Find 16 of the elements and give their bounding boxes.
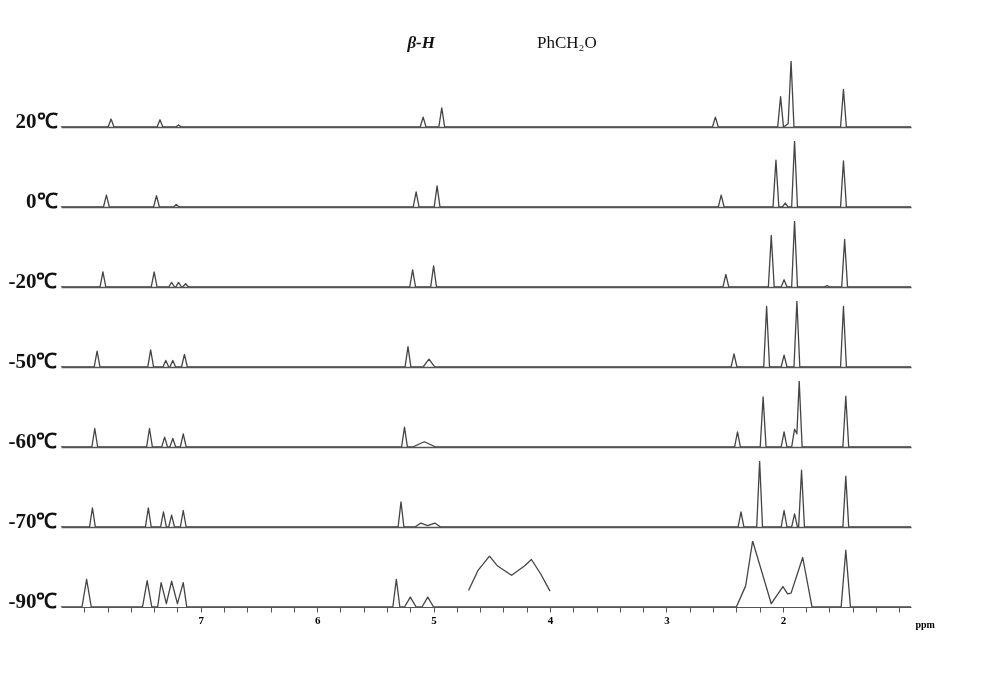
y-axis-title: -60℃: [8, 428, 58, 453]
y-axis-title: -50℃: [8, 348, 58, 373]
y-axis-title: -20℃: [8, 268, 58, 293]
x-tick-label: 7: [198, 613, 205, 626]
y-axis-title: 0℃: [26, 188, 58, 213]
x-tick-label: 4: [547, 613, 554, 626]
y-axis-title: -90℃: [8, 588, 58, 613]
x-tick-label: 3: [664, 613, 671, 626]
y-axis-title: 20℃: [15, 108, 58, 133]
text: β-H: [406, 33, 436, 52]
x-axis-title: ppm: [915, 618, 936, 630]
text: PhCH₂O: [537, 33, 597, 52]
x-tick-label: 6: [314, 613, 321, 626]
x-tick-label: 2: [780, 613, 787, 626]
y-axis-title: -70℃: [8, 508, 58, 533]
x-tick-label: 5: [431, 613, 438, 626]
